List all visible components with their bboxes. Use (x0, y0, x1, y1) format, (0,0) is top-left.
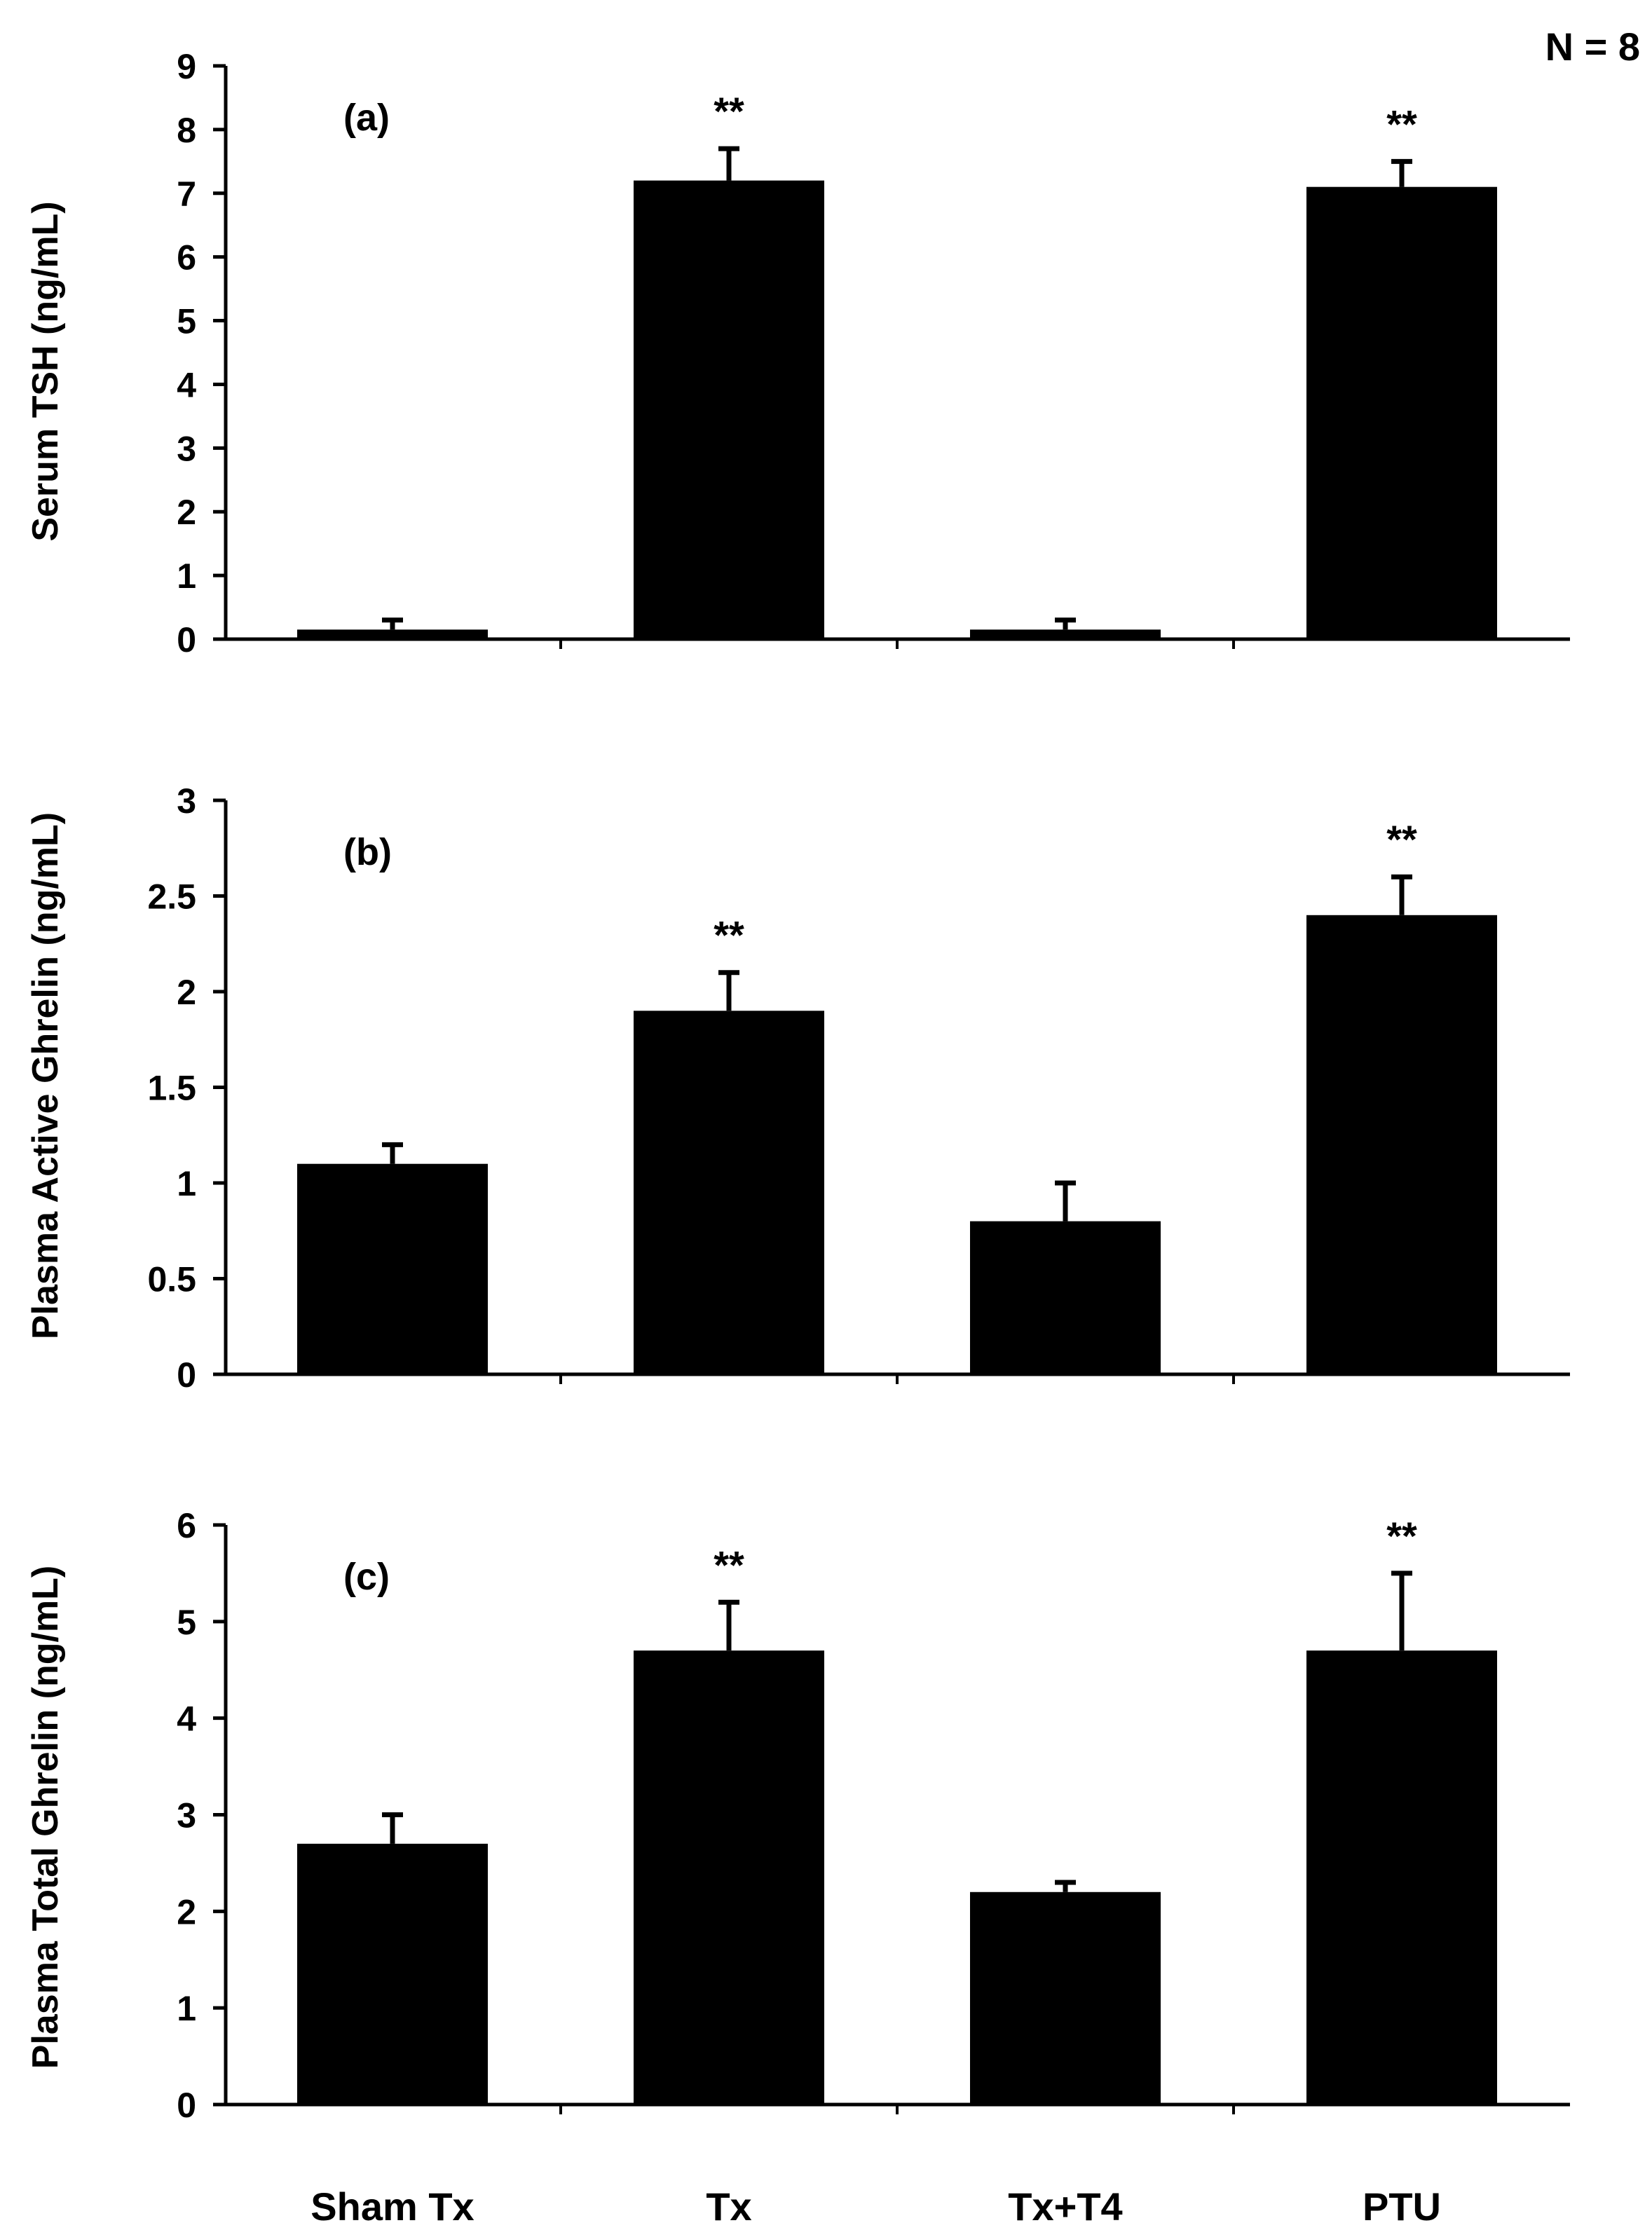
panel-b-y-tick-label-5: 2.5 (147, 877, 196, 917)
panel-b-y-tick-label-3: 1.5 (147, 1069, 196, 1108)
panel-b-axes: 0 0.5 1 1.5 2 2.5 3 (147, 781, 1570, 1395)
panel-b-y-axis-label: Plasma Active Ghrelin (ng/mL) (25, 812, 66, 1339)
x-category-labels: Sham Tx Tx Tx+T4 PTU (310, 2184, 1441, 2229)
sample-size-label: N = 8 (1545, 25, 1640, 69)
panel-c-label: (c) (343, 1556, 390, 1598)
panel-c-bar-3 (1306, 1650, 1497, 2105)
panel-b-y-tick-label-2: 1 (177, 1164, 196, 1203)
panel-a-y-tick-label-1: 1 (177, 556, 196, 596)
panel-b-label: (b) (343, 831, 392, 873)
panel-b-y-tick-label-4: 2 (177, 973, 196, 1012)
panel-a-y-axis-label: Serum TSH (ng/mL) (25, 201, 66, 541)
panel-a-y-tick-label-4: 4 (177, 365, 196, 404)
x-category-label-2: Tx+T4 (1008, 2184, 1122, 2229)
panel-c-y-tick-label-1: 1 (177, 1989, 196, 2028)
panel-b-bar-0 (297, 1163, 488, 1374)
panel-a-y-tick-label-2: 2 (177, 493, 196, 532)
panel-a-y-tick-label-0: 0 (177, 620, 196, 659)
panel-c-y-tick-label-0: 0 (177, 2086, 196, 2125)
panel-b-bars: ** ** (297, 817, 1497, 1374)
panel-c-significance-3: ** (1386, 1514, 1417, 1558)
panel-a-axes: 0 1 2 3 4 5 6 7 8 9 (177, 47, 1570, 659)
panel-a-y-tick-label-7: 7 (177, 175, 196, 214)
panel-a-label: (a) (343, 97, 390, 139)
panel-c-bar-2 (970, 1891, 1161, 2105)
panel-a-significance-1: ** (714, 89, 744, 133)
panel-a-y-tick-label-8: 8 (177, 111, 196, 150)
panel-c-y-tick-label-2: 2 (177, 1892, 196, 1931)
panel-b-bar-2 (970, 1221, 1161, 1374)
panel-c-bar-1 (634, 1650, 824, 2105)
x-category-label-0: Sham Tx (310, 2184, 474, 2229)
panel-c-bars: ** ** (297, 1514, 1497, 2105)
panel-a-y-tick-label-5: 5 (177, 302, 196, 341)
x-category-label-1: Tx (706, 2184, 751, 2229)
panel-a: ** ** 0 1 2 3 4 5 6 7 8 9 (a) Serum TSH (ng/mL) (25, 47, 1570, 659)
panel-a-bar-2 (970, 629, 1161, 639)
panel-c-y-axis-label: Plasma Total Ghrelin (ng/mL) (25, 1566, 66, 2069)
panel-a-bars: ** ** (297, 89, 1497, 640)
panel-c-y-tick-label-5: 5 (177, 1603, 196, 1642)
panel-a-bar-1 (634, 180, 824, 640)
panel-c-bar-0 (297, 1843, 488, 2105)
panel-c-y-tick-label-4: 4 (177, 1699, 196, 1739)
panel-c-axes: 0 1 2 3 4 5 6 (177, 1506, 1570, 2125)
panel-b-significance-1: ** (714, 913, 744, 957)
panel-c-y-tick-label-3: 3 (177, 1796, 196, 1835)
panel-c-significance-1: ** (714, 1542, 744, 1587)
panel-b-y-tick-label-0: 0 (177, 1355, 196, 1395)
panel-b: ** ** 0 0.5 1 1.5 2 2.5 3 (b) Plasma Active Ghr… (25, 781, 1570, 1395)
panel-a-significance-3: ** (1386, 102, 1417, 146)
panel-b-y-tick-label-6: 3 (177, 781, 196, 821)
panel-b-bar-3 (1306, 915, 1497, 1374)
panel-c: ** ** 0 1 2 3 4 5 6 (c) Plasma Total Ghrelin (n… (25, 1506, 1570, 2125)
panel-a-bar-0 (297, 629, 488, 639)
x-category-label-3: PTU (1363, 2184, 1441, 2229)
panel-b-bar-1 (634, 1011, 824, 1374)
panel-b-y-tick-label-1: 0.5 (147, 1260, 196, 1299)
panel-c-y-tick-label-6: 6 (177, 1506, 196, 1545)
panel-a-y-tick-label-9: 9 (177, 47, 196, 86)
panel-a-y-tick-label-3: 3 (177, 429, 196, 468)
panel-a-bar-3 (1306, 186, 1497, 639)
panel-a-y-tick-label-6: 6 (177, 238, 196, 278)
panel-b-significance-3: ** (1386, 817, 1417, 861)
